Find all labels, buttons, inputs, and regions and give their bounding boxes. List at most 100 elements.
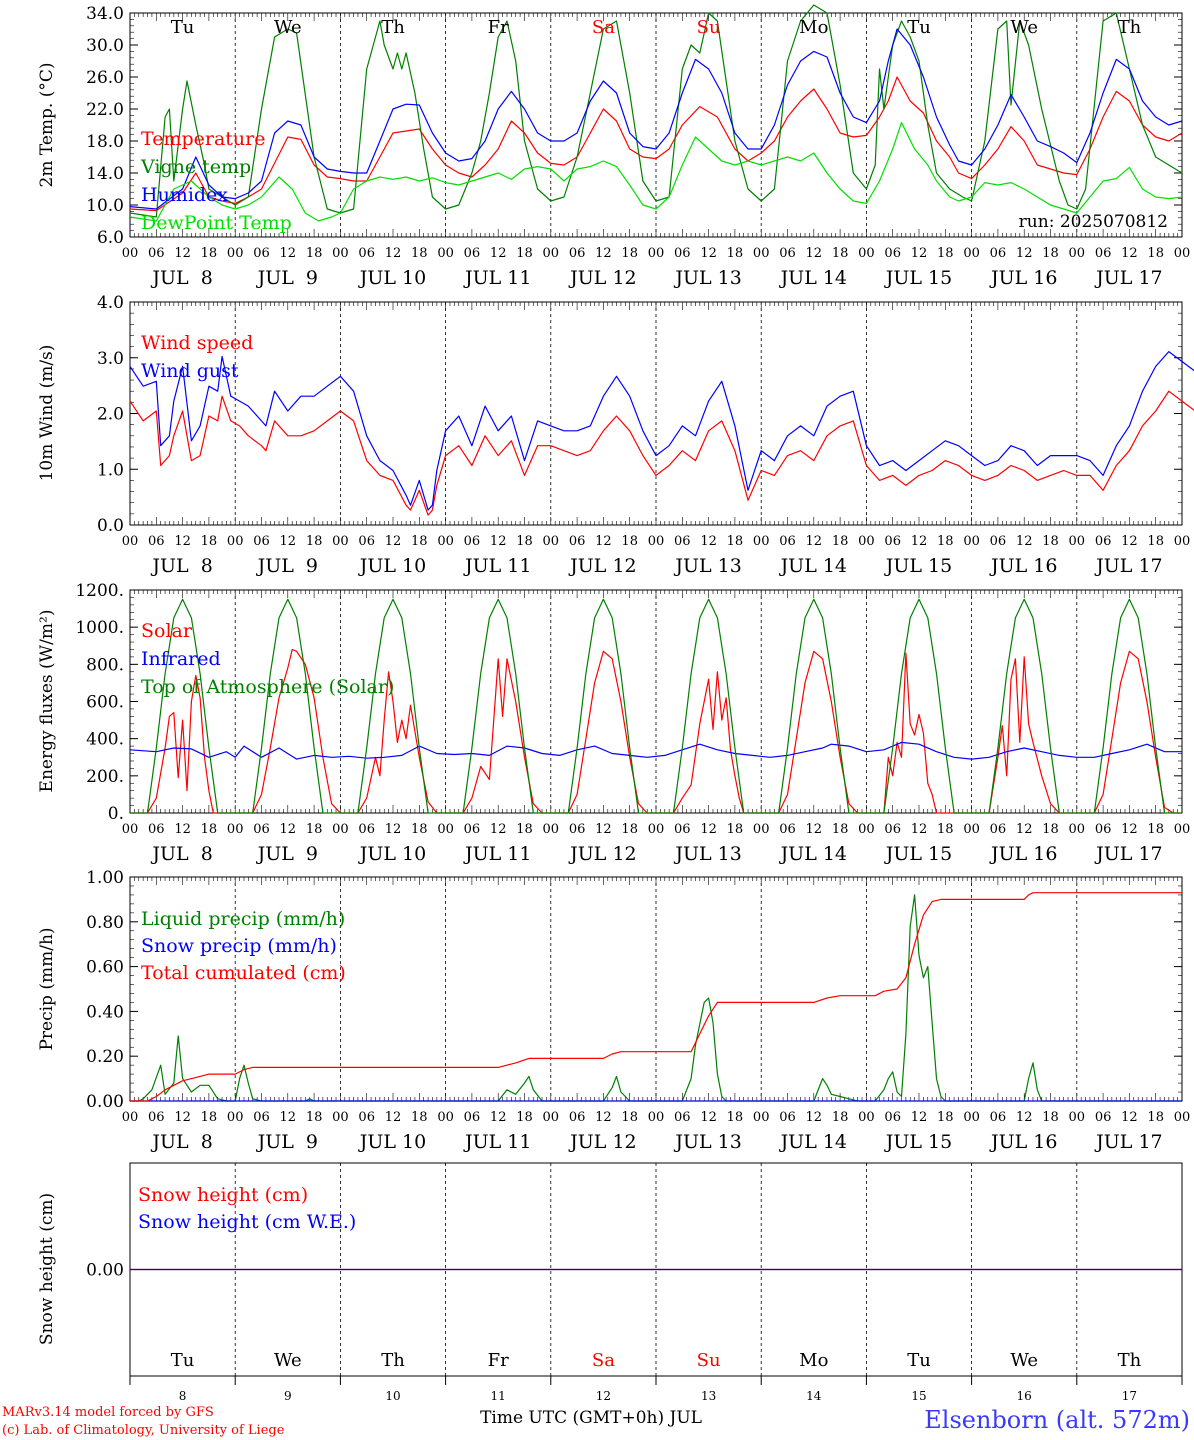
y-tick-label: 18.0 (86, 132, 124, 152)
y-tick-label: 200. (86, 767, 124, 787)
y-tick-label: 22.0 (86, 100, 124, 120)
hour-tick-label: 18 (727, 822, 744, 837)
series-line-temperature (129, 76, 1183, 212)
weekday-label: Mo (799, 17, 828, 38)
weekday-label: Sa (592, 17, 615, 38)
hour-tick-label: 12 (806, 246, 823, 261)
hour-tick-label: 06 (884, 246, 901, 261)
y-tick-label: 400. (86, 730, 124, 750)
y-tick-label: 1200. (75, 581, 124, 601)
hour-tick-label: 00 (122, 822, 139, 837)
hour-tick-label: 06 (569, 246, 586, 261)
hour-tick-label: 00 (122, 246, 139, 261)
hour-tick-label: 06 (674, 1110, 691, 1125)
hour-tick-label: 18 (1042, 822, 1059, 837)
date-label: JUL 8 (150, 267, 212, 289)
hour-tick-label: 12 (911, 246, 928, 261)
date-label: JUL 10 (358, 267, 426, 289)
y-tick-label: 0.40 (86, 1002, 124, 1022)
y-tick-label: 26.0 (86, 68, 124, 88)
date-label: JUL 16 (989, 843, 1057, 865)
weekday-label: Tu (907, 17, 931, 38)
hour-tick-label: 00 (753, 246, 770, 261)
y-tick-label: 3.0 (97, 349, 124, 369)
hour-tick-label: 00 (1069, 246, 1086, 261)
y-tick-label: 0.80 (86, 913, 124, 933)
hour-tick-label: 06 (253, 246, 270, 261)
weekday-label: We (274, 17, 302, 38)
series-line-wind-gust (129, 351, 1194, 511)
hour-tick-label: 18 (727, 1110, 744, 1125)
x-axis-title: Time UTC (GMT+0h) JUL (480, 1408, 702, 1428)
legend-entry: Snow precip (mm/h) (141, 935, 337, 957)
legend-entry: Wind speed (141, 332, 253, 354)
hour-tick-label: 18 (727, 246, 744, 261)
hour-tick-label: 12 (385, 1110, 402, 1125)
hour-tick-label: 18 (411, 822, 428, 837)
legend-entry: Liquid precip (mm/h) (141, 908, 345, 930)
hour-tick-label: 12 (280, 534, 297, 549)
series-line-infrared (129, 741, 1182, 760)
hour-tick-label: 12 (280, 246, 297, 261)
legend-entry: Snow height (cm) (138, 1184, 308, 1206)
panel-4: 0.00 0.20 0.40 0.60 0.80 1.00 Precip (mm/h) Liq… (37, 868, 1190, 1153)
y-axis-label: Snow height (cm) (37, 1193, 57, 1345)
series-line-wind-speed (129, 390, 1194, 516)
weekday-label: Th (1118, 17, 1142, 38)
legend-entry: Temperature (141, 128, 265, 150)
weekday-label: We (1010, 17, 1038, 38)
hour-tick-label: 12 (700, 534, 717, 549)
hour-tick-label: 00 (543, 822, 560, 837)
hour-tick-label: 18 (516, 534, 533, 549)
weekday-label: Fr (488, 17, 509, 38)
hour-tick-label: 00 (858, 246, 875, 261)
plot-frame (129, 301, 1183, 526)
date-label: JUL 8 (150, 1131, 212, 1153)
hour-tick-label: 00 (963, 246, 980, 261)
hour-tick-label: 12 (1121, 534, 1138, 549)
date-label: JUL 12 (568, 1131, 636, 1153)
weekday-label: Tu (171, 1350, 195, 1371)
hour-tick-label: 06 (358, 1110, 375, 1125)
date-label: JUL 8 (150, 843, 212, 865)
run-label: run: 2025070812 (1019, 212, 1168, 232)
date-label: JUL 16 (989, 1131, 1057, 1153)
hour-tick-label: 06 (358, 822, 375, 837)
hour-tick-label: 12 (1121, 246, 1138, 261)
hour-tick-label: 06 (464, 246, 481, 261)
model-credit: MARv3.14 model forced by GFS (2, 1405, 214, 1420)
weekday-label: Th (381, 1350, 405, 1371)
date-label: JUL 9 (256, 555, 318, 577)
date-label: JUL 11 (463, 267, 531, 289)
y-tick-label: 0. (108, 804, 124, 824)
series-line-total-cumulated-cm- (130, 892, 1182, 1102)
legend-entry: Top of Atmosphere (Solar) (141, 676, 394, 698)
weekday-label: Tu (171, 17, 195, 38)
hour-tick-label: 00 (122, 1110, 139, 1125)
y-tick-label: 1.0 (97, 460, 124, 480)
hour-tick-label: 06 (779, 822, 796, 837)
hour-tick-label: 18 (306, 822, 323, 837)
y-tick-label: 800. (86, 655, 124, 675)
hour-tick-label: 12 (280, 1110, 297, 1125)
hour-tick-label: 06 (464, 822, 481, 837)
hour-tick-label: 06 (464, 534, 481, 549)
legend-entry: DewPoint Temp (141, 212, 292, 234)
date-label: JUL 8 (150, 555, 212, 577)
hour-tick-label: 12 (1016, 1110, 1033, 1125)
hour-tick-label: 00 (543, 246, 560, 261)
hour-tick-label: 18 (201, 246, 218, 261)
hour-tick-label: 06 (990, 246, 1007, 261)
series-line-humidex (129, 28, 1183, 210)
hour-tick-label: 12 (595, 822, 612, 837)
hour-tick-label: 12 (490, 246, 507, 261)
hour-tick-label: 06 (674, 822, 691, 837)
date-label: JUL 12 (568, 843, 636, 865)
hour-tick-label: 06 (1095, 1110, 1112, 1125)
weekday-label: Th (381, 17, 405, 38)
hour-tick-label: 06 (253, 1110, 270, 1125)
hour-tick-label: 12 (595, 246, 612, 261)
hour-tick-label: 18 (621, 1110, 638, 1125)
hour-tick-label: 12 (174, 1110, 191, 1125)
hour-tick-label: 12 (595, 1110, 612, 1125)
